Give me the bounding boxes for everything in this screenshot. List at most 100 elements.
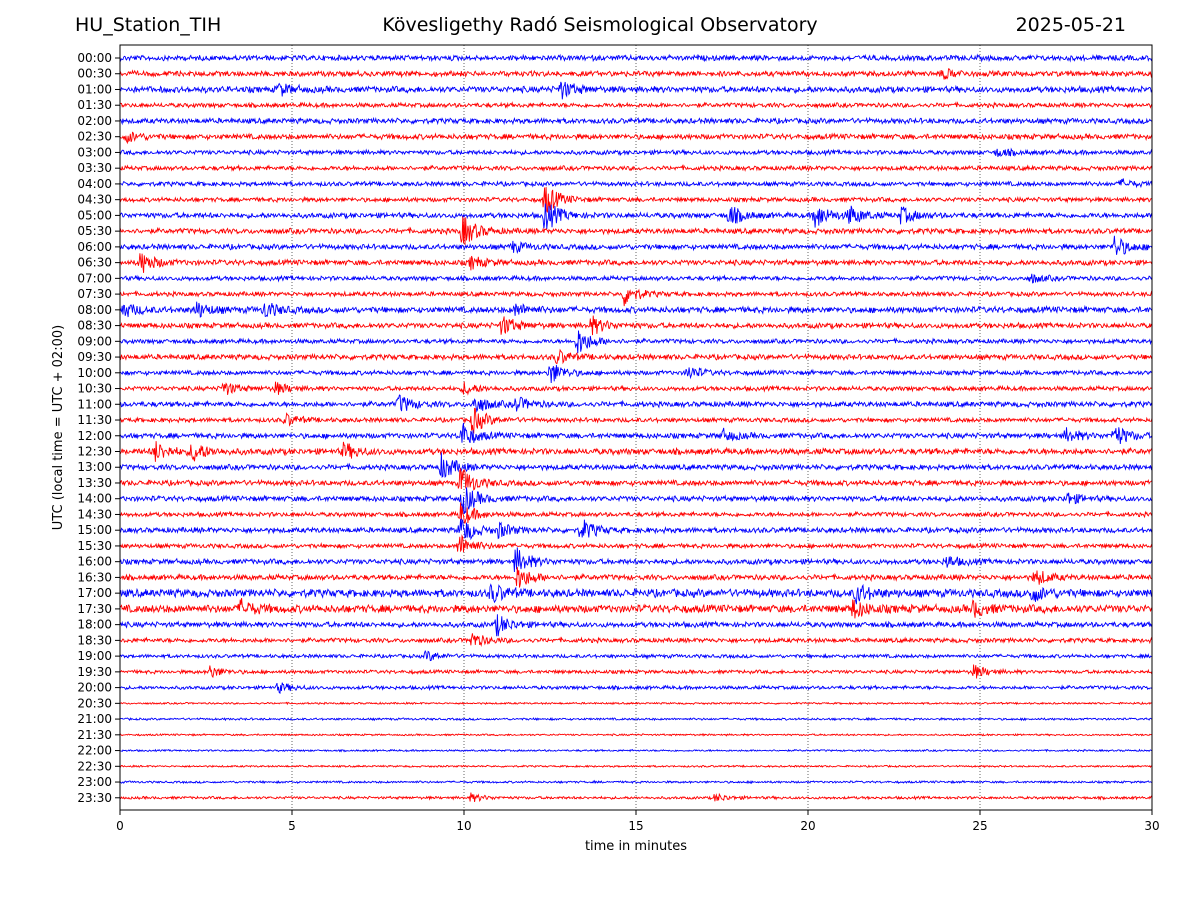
seismic-trace-0500	[119, 203, 1153, 230]
seismic-trace-1600	[119, 547, 1153, 573]
y-tick-label: 17:30	[77, 602, 112, 616]
seismic-trace-0200	[119, 116, 1153, 126]
station-name: HU_Station_TIH	[75, 14, 222, 36]
seismic-trace-0400	[119, 178, 1153, 189]
seismic-trace-2000	[119, 682, 1153, 694]
y-tick-label: 19:30	[77, 665, 112, 679]
seismic-trace-2330	[119, 792, 1153, 803]
seismic-trace-1500	[119, 518, 1153, 541]
y-tick-label: 09:00	[77, 334, 112, 348]
y-axis-label: UTC (local time = UTC + 02:00)	[51, 325, 66, 530]
x-grid	[291, 45, 981, 810]
seismic-trace-1230	[119, 441, 1153, 462]
seismic-trace-1400	[119, 487, 1152, 515]
seismic-trace-2200	[119, 748, 1153, 753]
y-tick-label: 03:30	[77, 161, 112, 175]
y-tick-label: 04:00	[77, 177, 112, 191]
x-tick-label: 20	[800, 819, 815, 833]
y-tick-label: 22:30	[77, 759, 112, 773]
y-tick-label: 05:00	[77, 208, 112, 222]
seismic-trace-1700	[119, 583, 1153, 605]
x-axis-label: time in minutes	[585, 839, 687, 854]
y-tick-label: 01:30	[77, 98, 112, 112]
seismic-trace-1930	[119, 664, 1153, 679]
y-tick-label: 07:00	[77, 271, 112, 285]
seismic-trace-1200	[119, 422, 1153, 445]
y-tick-label: 00:00	[77, 51, 112, 65]
seismic-trace-1430	[119, 502, 1153, 524]
seismic-trace-2030	[119, 701, 1153, 706]
x-tick-label: 5	[288, 819, 296, 833]
seismic-trace-0300	[119, 147, 1153, 157]
seismic-trace-1100	[119, 394, 1153, 413]
y-tick-label: 20:30	[77, 696, 112, 710]
seismic-trace-1900	[119, 650, 1153, 662]
y-tick-label: 21:00	[77, 712, 112, 726]
y-tick-label: 00:30	[77, 67, 112, 81]
seismic-trace-0330	[119, 163, 1153, 173]
seismic-trace-1630	[119, 566, 1153, 588]
y-tick-label: 02:00	[77, 114, 112, 128]
y-tick-label: 11:00	[77, 397, 112, 411]
seismic-trace-2100	[119, 716, 1152, 722]
y-tick-label: 03:00	[77, 145, 112, 159]
x-tick-label: 25	[972, 819, 987, 833]
y-tick-label: 13:30	[77, 476, 112, 490]
y-tick-label: 18:30	[77, 633, 112, 647]
y-tick-label: 09:30	[77, 350, 112, 364]
seismic-trace-0530	[119, 216, 1153, 246]
seismic-trace-0600	[119, 235, 1153, 255]
x-tick-label: 15	[628, 819, 643, 833]
y-tick-label: 20:00	[77, 681, 112, 695]
seismic-trace-0730	[119, 288, 1153, 307]
seismic-trace-1030	[119, 381, 1153, 396]
y-tick-label: 01:00	[77, 82, 112, 96]
y-tick-label: 07:30	[77, 287, 112, 301]
y-tick-label: 16:00	[77, 555, 112, 569]
seismic-trace-1330	[119, 467, 1153, 491]
seismic-trace-0130	[119, 101, 1153, 110]
y-tick-label: 15:00	[77, 523, 112, 537]
seismic-trace-1000	[119, 364, 1153, 384]
seismic-trace-0930	[119, 348, 1153, 365]
seismic-trace-1830	[119, 633, 1153, 647]
seismic-trace-2230	[119, 764, 1153, 769]
seismic-trace-1130	[119, 407, 1153, 434]
seismic-trace-0900	[119, 330, 1153, 354]
y-tick-label: 06:30	[77, 256, 112, 270]
y-tick-label: 08:00	[77, 303, 112, 317]
seismic-trace-0100	[119, 81, 1153, 100]
y-tick-label: 23:30	[77, 791, 112, 805]
x-tick-label: 10	[456, 819, 471, 833]
y-tick-label: 11:30	[77, 413, 112, 427]
y-tick-label: 02:30	[77, 130, 112, 144]
x-tick-label: 0	[116, 819, 124, 833]
observatory-title: Kövesligethy Radó Seismological Observat…	[382, 14, 818, 36]
seismic-trace-1530	[119, 534, 1153, 553]
y-tick-label: 23:00	[77, 775, 112, 789]
y-tick-label: 08:30	[77, 319, 112, 333]
seismic-trace-0630	[119, 253, 1153, 273]
y-tick-label: 10:30	[77, 382, 112, 396]
y-tick-label: 06:00	[77, 240, 112, 254]
y-tick-label: 05:30	[77, 224, 112, 238]
seismic-traces	[119, 53, 1153, 803]
plot-date: 2025-05-21	[1015, 14, 1126, 36]
y-tick-label: 19:00	[77, 649, 112, 663]
y-tick-label: 16:30	[77, 570, 112, 584]
seismic-trace-2300	[119, 779, 1153, 785]
y-tick-label: 12:00	[77, 429, 112, 443]
y-tick-label: 14:30	[77, 507, 112, 521]
y-tick-label: 13:00	[77, 460, 112, 474]
y-tick-label: 21:30	[77, 728, 112, 742]
seismic-trace-0000	[119, 53, 1153, 63]
x-tick-label: 30	[1144, 819, 1159, 833]
y-tick-label: 17:00	[77, 586, 112, 600]
seismic-trace-1730	[119, 598, 1153, 619]
seismic-trace-0830	[119, 315, 1153, 336]
seismic-trace-0800	[119, 301, 1153, 318]
y-tick-label: 22:00	[77, 744, 112, 758]
y-tick-label: 15:30	[77, 539, 112, 553]
